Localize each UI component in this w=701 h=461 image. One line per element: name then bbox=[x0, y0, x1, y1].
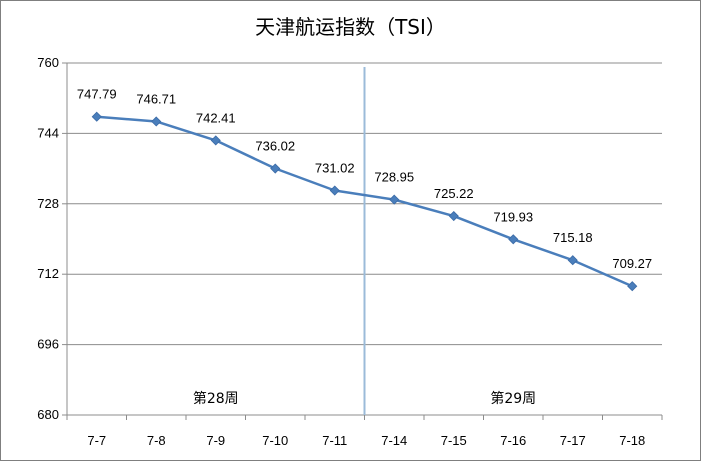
x-tick-label: 7-11 bbox=[322, 433, 347, 448]
week-annotation: 第29周 bbox=[490, 390, 536, 407]
data-point bbox=[329, 185, 340, 196]
data-label: 742.41 bbox=[196, 110, 236, 125]
data-point bbox=[210, 135, 221, 146]
y-tick-label: 712 bbox=[37, 266, 59, 281]
chart-title: 天津航运指数（TSI） bbox=[255, 15, 446, 39]
data-label: 725.22 bbox=[434, 186, 474, 201]
y-tick-label: 680 bbox=[37, 407, 59, 422]
x-tick-label: 7-10 bbox=[262, 433, 288, 448]
y-tick-label: 728 bbox=[37, 196, 59, 211]
week-annotations: 第28周 第29周 bbox=[193, 67, 536, 415]
data-label: 746.71 bbox=[136, 91, 176, 106]
data-point bbox=[389, 194, 400, 205]
data-label: 728.95 bbox=[374, 170, 414, 185]
data-point bbox=[508, 234, 519, 245]
x-tick-label: 7-16 bbox=[500, 433, 526, 448]
y-tick-label: 744 bbox=[37, 125, 59, 140]
data-label: 736.02 bbox=[255, 139, 295, 154]
data-label: 715.18 bbox=[553, 230, 593, 245]
axes: 680 696 712 728 744 760 7-7 7-8 7-9 7-10 7-11 7-14 7… bbox=[37, 55, 663, 448]
data-label: 709.27 bbox=[612, 256, 652, 271]
data-point bbox=[270, 163, 281, 174]
x-tick-label: 7-9 bbox=[206, 433, 225, 448]
y-tick-label: 696 bbox=[37, 337, 59, 352]
x-tick-label: 7-8 bbox=[147, 433, 166, 448]
data-point bbox=[567, 255, 578, 266]
x-tick-label: 7-18 bbox=[619, 433, 645, 448]
week-annotation: 第28周 bbox=[193, 390, 239, 407]
series-tsi: 747.79 746.71 742.41 736.02 731.02 728.95 725.… bbox=[77, 87, 652, 292]
series-line bbox=[96, 115, 633, 288]
data-point bbox=[448, 210, 459, 222]
x-tick-label: 7-15 bbox=[441, 433, 467, 448]
data-label: 719.93 bbox=[493, 209, 533, 224]
x-tick-label: 7-17 bbox=[560, 433, 586, 448]
data-point bbox=[627, 281, 638, 292]
data-point bbox=[91, 111, 102, 122]
data-point bbox=[151, 116, 162, 127]
x-tick-label: 7-14 bbox=[381, 433, 407, 448]
data-label: 747.79 bbox=[77, 87, 117, 102]
data-label: 731.02 bbox=[315, 161, 355, 176]
x-tick-label: 7-7 bbox=[87, 433, 106, 448]
y-tick-label: 760 bbox=[37, 55, 59, 70]
